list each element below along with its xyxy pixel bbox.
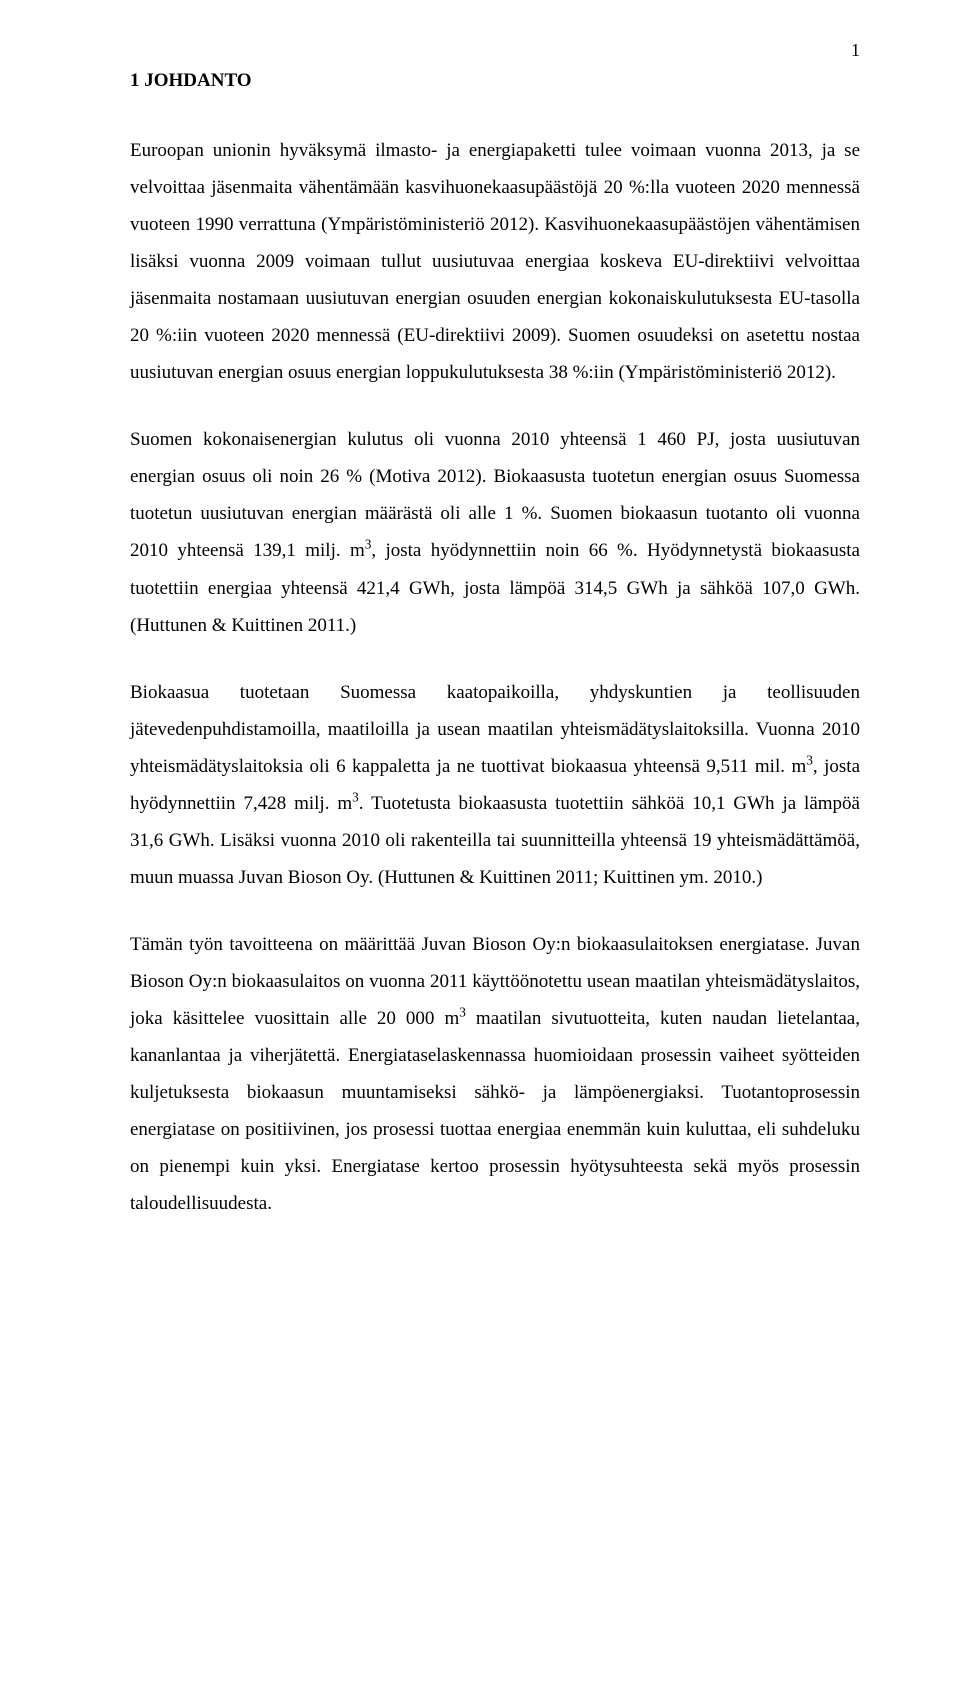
paragraph-text: Euroopan unionin hyväksymä ilmasto- ja e… bbox=[130, 140, 865, 383]
superscript: 3 bbox=[806, 752, 813, 767]
paragraph-4: Tämän työn tavoitteena on määrittää Juva… bbox=[130, 926, 860, 1222]
superscript: 3 bbox=[459, 1005, 466, 1020]
paragraph-2: Suomen kokonaisenergian kulutus oli vuon… bbox=[130, 421, 860, 643]
paragraph-text: maatilan sivutuotteita, kuten naudan lie… bbox=[130, 1008, 865, 1214]
paragraph-3: Biokaasua tuotetaan Suomessa kaatopaikoi… bbox=[130, 674, 860, 896]
document-page: 1 1 JOHDANTO Euroopan unionin hyväksymä … bbox=[0, 0, 960, 1687]
section-heading: 1 JOHDANTO bbox=[130, 70, 860, 92]
page-number: 1 bbox=[851, 40, 860, 61]
superscript: 3 bbox=[352, 789, 359, 804]
paragraph-1: Euroopan unionin hyväksymä ilmasto- ja e… bbox=[130, 132, 860, 391]
paragraph-text: Biokaasua tuotetaan Suomessa kaatopaikoi… bbox=[130, 682, 865, 777]
